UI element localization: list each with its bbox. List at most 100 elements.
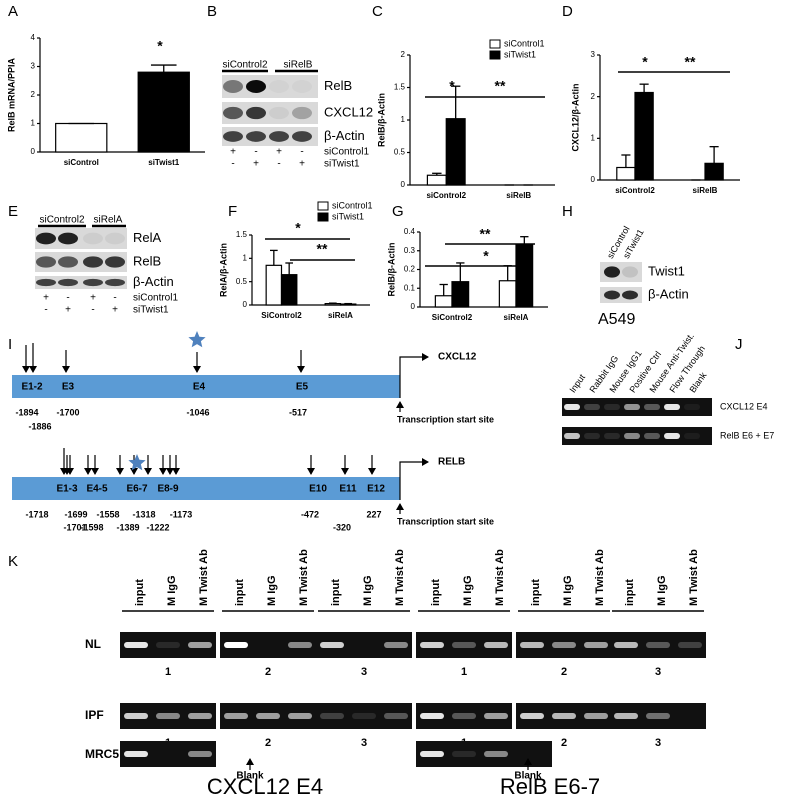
sign: + <box>90 293 96 304</box>
sign: + <box>112 305 118 316</box>
position-label: -1718 <box>25 509 48 519</box>
gel-band <box>188 713 212 719</box>
error-bar <box>639 83 649 93</box>
gel-band <box>584 404 600 410</box>
replicate-label: 3 <box>655 737 661 749</box>
gel-band <box>156 751 180 757</box>
region-label: E11 <box>339 484 357 495</box>
bar <box>55 122 108 153</box>
gel-band <box>452 751 476 757</box>
x-tick-label: SiControl2 <box>261 311 302 320</box>
position-label: -472 <box>301 509 319 519</box>
row-label: RelB <box>133 253 161 268</box>
position-label: -1046 <box>186 407 209 417</box>
replicate-label: 2 <box>561 737 567 749</box>
y-tick-label: 0.2 <box>404 265 416 274</box>
gel-band <box>516 751 540 757</box>
panel-letter: A <box>8 3 18 20</box>
panel-letter: I <box>8 336 12 353</box>
legend-label: siTwist1 <box>332 211 364 221</box>
blot-strip <box>35 228 127 249</box>
gel-band <box>552 713 576 719</box>
region-label: E6-7 <box>126 484 148 495</box>
y-tick-label: 1 <box>591 133 596 142</box>
gel-band <box>484 642 508 648</box>
significance-mark: * <box>295 220 301 236</box>
sign: + <box>276 147 282 158</box>
region-label: E3 <box>62 382 75 393</box>
y-tick-label: 0 <box>591 175 596 184</box>
bar <box>515 243 534 308</box>
y-tick-label: 0 <box>401 180 406 189</box>
bar <box>324 303 342 306</box>
error-bar <box>450 85 461 119</box>
gel-band <box>188 642 212 648</box>
position-label: -1389 <box>116 522 139 532</box>
gel-band <box>288 642 312 648</box>
error-bar <box>285 262 294 275</box>
sign: - <box>300 147 303 158</box>
lane-label: M IgG <box>266 575 278 606</box>
blot-band <box>622 290 638 300</box>
legend-swatch <box>489 39 501 49</box>
blot-band <box>604 266 620 278</box>
position-label: -1886 <box>28 421 51 431</box>
row-label: β-Actin <box>648 286 689 301</box>
sign: - <box>44 305 47 316</box>
lane-label: input <box>430 579 442 606</box>
lane-label: input <box>530 579 542 606</box>
x-tick-label: siRelA <box>504 313 529 322</box>
bar <box>434 295 453 308</box>
significance-mark: * <box>483 248 489 264</box>
bar <box>280 274 298 306</box>
replicate-label: 2 <box>561 666 567 678</box>
replicate-label: 3 <box>361 737 367 749</box>
lane-label: M Twist Ab <box>298 549 310 606</box>
gene-label: CXCL12 <box>438 352 477 363</box>
sign: - <box>66 293 69 304</box>
row-label: NL <box>85 637 101 651</box>
region-label: E1-3 <box>56 484 78 495</box>
gel-band <box>224 642 248 648</box>
gel-band <box>288 713 312 719</box>
group-label: siControl2 <box>39 215 84 226</box>
blot-band <box>83 278 103 287</box>
position-label: -1699 <box>64 509 87 519</box>
lane-label: input <box>330 579 342 606</box>
gene-label: RELB <box>438 457 465 468</box>
region-label: E1-2 <box>21 382 43 393</box>
gel-band <box>644 404 660 410</box>
y-tick-label: 0.1 <box>404 283 416 292</box>
significance-mark: * <box>642 54 648 70</box>
y-tick-label: 0.5 <box>394 148 406 157</box>
blot-band <box>105 278 125 287</box>
lane-label: M IgG <box>362 575 374 606</box>
x-tick-label: siControl2 <box>426 191 466 200</box>
gel-band <box>584 642 608 648</box>
promoter-bar <box>12 477 400 500</box>
panel-letter: E <box>8 203 18 220</box>
blot-strip <box>222 75 318 98</box>
gel-band <box>224 713 248 719</box>
replicate-label: 1 <box>461 666 467 678</box>
significance-mark: * <box>449 78 455 94</box>
significance-mark: ** <box>317 241 328 257</box>
group-label: siRelB <box>284 60 313 71</box>
sign: + <box>43 293 49 304</box>
y-tick-label: 1 <box>401 115 406 124</box>
panel-letter: B <box>207 3 217 20</box>
blot-band <box>604 290 620 300</box>
gel-band <box>644 433 660 439</box>
gel-band <box>684 404 700 410</box>
x-tick-label: siRelB <box>693 186 718 195</box>
sign: - <box>91 305 94 316</box>
error-bar <box>709 146 719 164</box>
gel-band <box>384 642 408 648</box>
blot-band <box>269 106 289 120</box>
blot-band <box>292 80 312 93</box>
y-tick-label: 2 <box>591 92 596 101</box>
legend-swatch <box>317 212 329 222</box>
position-label: -1598 <box>80 522 103 532</box>
row-label: RelB E6 + E7 <box>720 430 774 440</box>
y-tick-label: 4 <box>31 33 36 42</box>
